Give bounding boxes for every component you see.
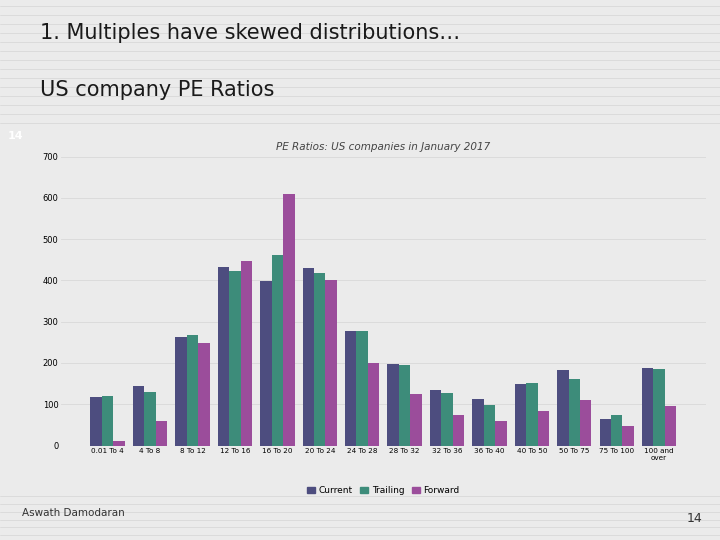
Bar xyxy=(283,194,294,446)
Bar xyxy=(356,331,368,445)
Bar xyxy=(580,400,591,445)
Bar xyxy=(472,399,484,446)
Bar xyxy=(302,268,314,445)
Bar xyxy=(133,387,145,446)
Bar xyxy=(387,364,399,446)
Bar xyxy=(557,370,569,446)
Bar xyxy=(198,343,210,445)
Bar xyxy=(654,369,665,445)
Text: Aswath Damodaran: Aswath Damodaran xyxy=(22,509,125,518)
Bar xyxy=(569,380,580,446)
Bar xyxy=(186,335,198,446)
Bar xyxy=(495,421,507,446)
Bar xyxy=(314,273,325,446)
Text: 1. Multiples have skewed distributions…: 1. Multiples have skewed distributions… xyxy=(40,23,460,43)
Bar xyxy=(430,390,441,446)
Bar xyxy=(156,421,167,446)
Title: PE Ratios: US companies in January 2017: PE Ratios: US companies in January 2017 xyxy=(276,141,490,152)
Bar xyxy=(399,365,410,446)
Bar xyxy=(325,280,337,446)
Bar xyxy=(611,415,622,445)
Bar xyxy=(410,394,422,445)
Bar xyxy=(515,384,526,445)
Bar xyxy=(368,363,379,445)
Bar xyxy=(453,415,464,445)
Bar xyxy=(271,255,283,446)
Bar xyxy=(526,383,538,445)
Bar xyxy=(345,331,356,445)
Bar xyxy=(102,396,113,446)
Legend: Current, Trailing, Forward: Current, Trailing, Forward xyxy=(303,483,464,499)
Bar xyxy=(484,405,495,446)
Text: 14: 14 xyxy=(686,511,702,525)
Text: US company PE Ratios: US company PE Ratios xyxy=(40,80,274,100)
Bar xyxy=(622,426,634,445)
Bar xyxy=(240,261,252,446)
Text: 14: 14 xyxy=(7,131,23,141)
Bar xyxy=(441,393,453,446)
Bar xyxy=(217,267,229,446)
Bar xyxy=(145,392,156,445)
Bar xyxy=(642,368,654,445)
Bar xyxy=(665,406,676,445)
Bar xyxy=(176,337,186,445)
Bar xyxy=(229,271,240,446)
Bar xyxy=(538,411,549,446)
Bar xyxy=(260,281,271,446)
Bar xyxy=(113,441,125,445)
Bar xyxy=(91,397,102,445)
Bar xyxy=(600,418,611,445)
